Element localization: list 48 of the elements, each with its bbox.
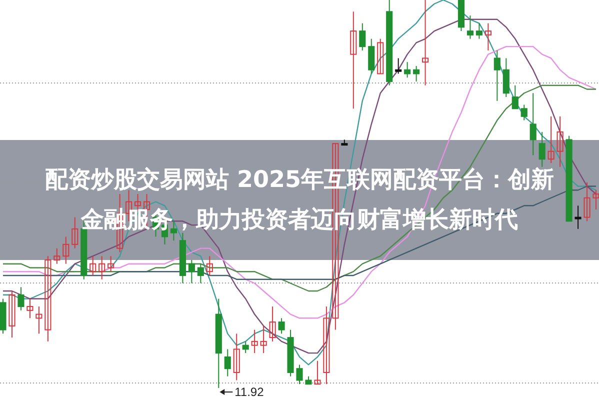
candlestick: [134, 194, 142, 210]
candlestick: [224, 348, 231, 377]
candlestick: [278, 318, 285, 334]
candlestick: [251, 329, 258, 354]
candlestick: [260, 325, 267, 354]
candlestick: [233, 333, 240, 381]
candlestick: [466, 15, 474, 40]
candlestick: [296, 364, 303, 385]
candlestick: [520, 104, 528, 121]
candlestick: [18, 286, 24, 311]
candlestick: [556, 116, 564, 168]
candlestick: [44, 256, 52, 342]
candlestick: [377, 38, 384, 74]
candlestick: [36, 306, 42, 334]
candlestick: [62, 236, 70, 264]
candlestick: [26, 298, 34, 319]
candlestick: [404, 62, 411, 78]
candlestick: [592, 190, 599, 210]
candlestick: [72, 216, 78, 249]
candlestick: [269, 306, 276, 342]
candlestick: [359, 22, 366, 51]
candlestick: [538, 131, 546, 168]
candlestick: [512, 84, 518, 110]
candlestick: [197, 263, 204, 284]
candlestick: [574, 205, 582, 230]
candlestick: [242, 340, 249, 354]
candlestick: [494, 50, 500, 102]
candlestick: [108, 256, 114, 272]
candlestick: [422, 0, 429, 86]
candlestick: [98, 256, 106, 280]
candlestick: [368, 38, 375, 74]
candlestick: [350, 11, 357, 110]
candlestick: [476, 22, 482, 40]
annotation: 11.92: [234, 385, 264, 399]
candlestick: [188, 259, 195, 284]
candlestick: [395, 58, 402, 74]
candlestick: [502, 58, 510, 98]
candlestick: [548, 116, 554, 164]
candlestick: [413, 65, 420, 82]
candlestick: [484, 22, 492, 51]
candlestick: [206, 256, 213, 276]
candlestick: [584, 182, 590, 222]
candlestick: [323, 306, 330, 385]
candlestick: [314, 360, 321, 385]
candlestick: [54, 248, 60, 264]
candlestick: [530, 92, 536, 156]
candlestick: [8, 290, 16, 338]
candlestick: [90, 256, 96, 276]
